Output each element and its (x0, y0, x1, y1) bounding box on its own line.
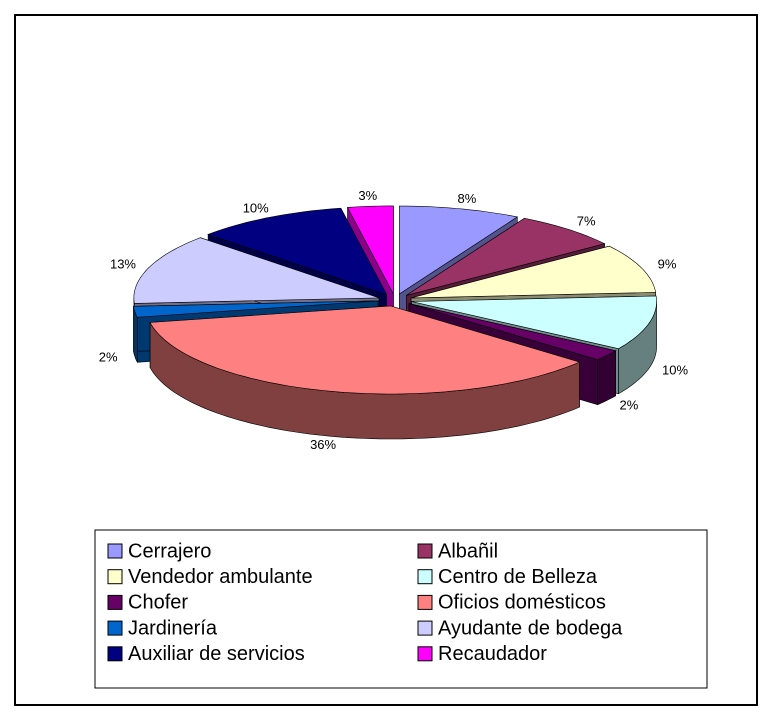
legend-label: Auxiliar de servicios (128, 643, 305, 665)
legend-swatch (107, 620, 123, 636)
legend-label: Vendedor ambulante (128, 566, 313, 588)
slice-top (406, 217, 606, 296)
data-label: 10% (662, 362, 688, 377)
slice-top (149, 305, 581, 395)
legend-swatch (417, 569, 433, 585)
legend-swatch (417, 646, 433, 662)
slice (149, 305, 581, 440)
data-label: 36% (310, 437, 336, 452)
slice-top (411, 295, 657, 350)
data-label: 13% (110, 256, 136, 271)
legend-label: Oficios domésticos (438, 592, 606, 614)
legend-swatch (107, 594, 123, 610)
slice-top (411, 245, 657, 299)
slice-top (207, 207, 388, 296)
legend-label: Recaudador (438, 643, 547, 665)
legend-label: Centro de Belleza (438, 566, 598, 588)
data-label: 3% (358, 188, 377, 203)
legend-swatch (417, 594, 433, 610)
legend-label: Chofer (128, 592, 188, 614)
data-label: 8% (457, 191, 476, 206)
legend-swatch (107, 646, 123, 662)
legend-box (94, 529, 708, 689)
legend-label: Albañil (438, 540, 498, 562)
data-label: 2% (99, 349, 118, 364)
data-label: 10% (243, 200, 269, 215)
slice-top (399, 205, 519, 295)
slice-side (597, 350, 616, 406)
slice-top (408, 303, 617, 361)
slice-top (347, 205, 394, 295)
slice-top (133, 300, 379, 318)
legend-swatch (107, 569, 123, 585)
data-label: 9% (658, 256, 677, 271)
legend-swatch (417, 620, 433, 636)
legend-label: Jardinería (128, 617, 218, 639)
legend-label: Cerrajero (128, 540, 211, 562)
legend-label: Ayudante de bodega (438, 617, 623, 639)
legend-swatch (107, 543, 123, 559)
slice-top (133, 237, 379, 304)
data-label: 7% (577, 214, 596, 229)
legend-swatch (417, 543, 433, 559)
data-label: 2% (619, 397, 638, 412)
